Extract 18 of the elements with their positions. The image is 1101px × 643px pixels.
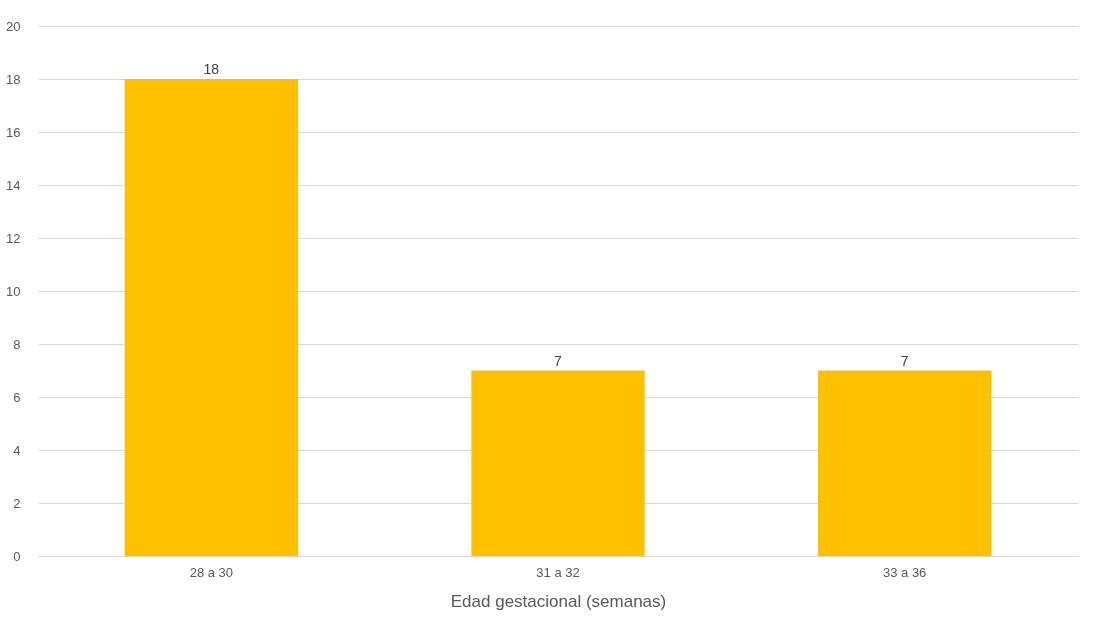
x-tick-label: 33 a 36 [882, 564, 927, 580]
y-tick-label: 2 [13, 495, 21, 511]
y-tick-label: 4 [13, 442, 21, 458]
data-label: 7 [554, 352, 563, 369]
x-tick-label: 28 a 30 [189, 564, 234, 580]
y-tick-label: 16 [6, 124, 21, 140]
x-tick-label: 31 a 32 [536, 564, 580, 580]
y-tick-label: 6 [13, 389, 21, 405]
x-axis-title: Edad gestacional (semanas) [450, 591, 667, 611]
y-tick-label: 8 [13, 336, 21, 352]
y-tick-label: 12 [6, 230, 21, 246]
y-tick-label: 0 [13, 548, 21, 564]
y-tick-label: 10 [6, 283, 21, 299]
data-label: 18 [203, 61, 220, 77]
y-tick-label: 14 [6, 177, 21, 193]
y-tick-label: 20 [6, 18, 21, 34]
y-tick-label: 18 [6, 71, 21, 87]
data-label: 7 [900, 352, 909, 369]
